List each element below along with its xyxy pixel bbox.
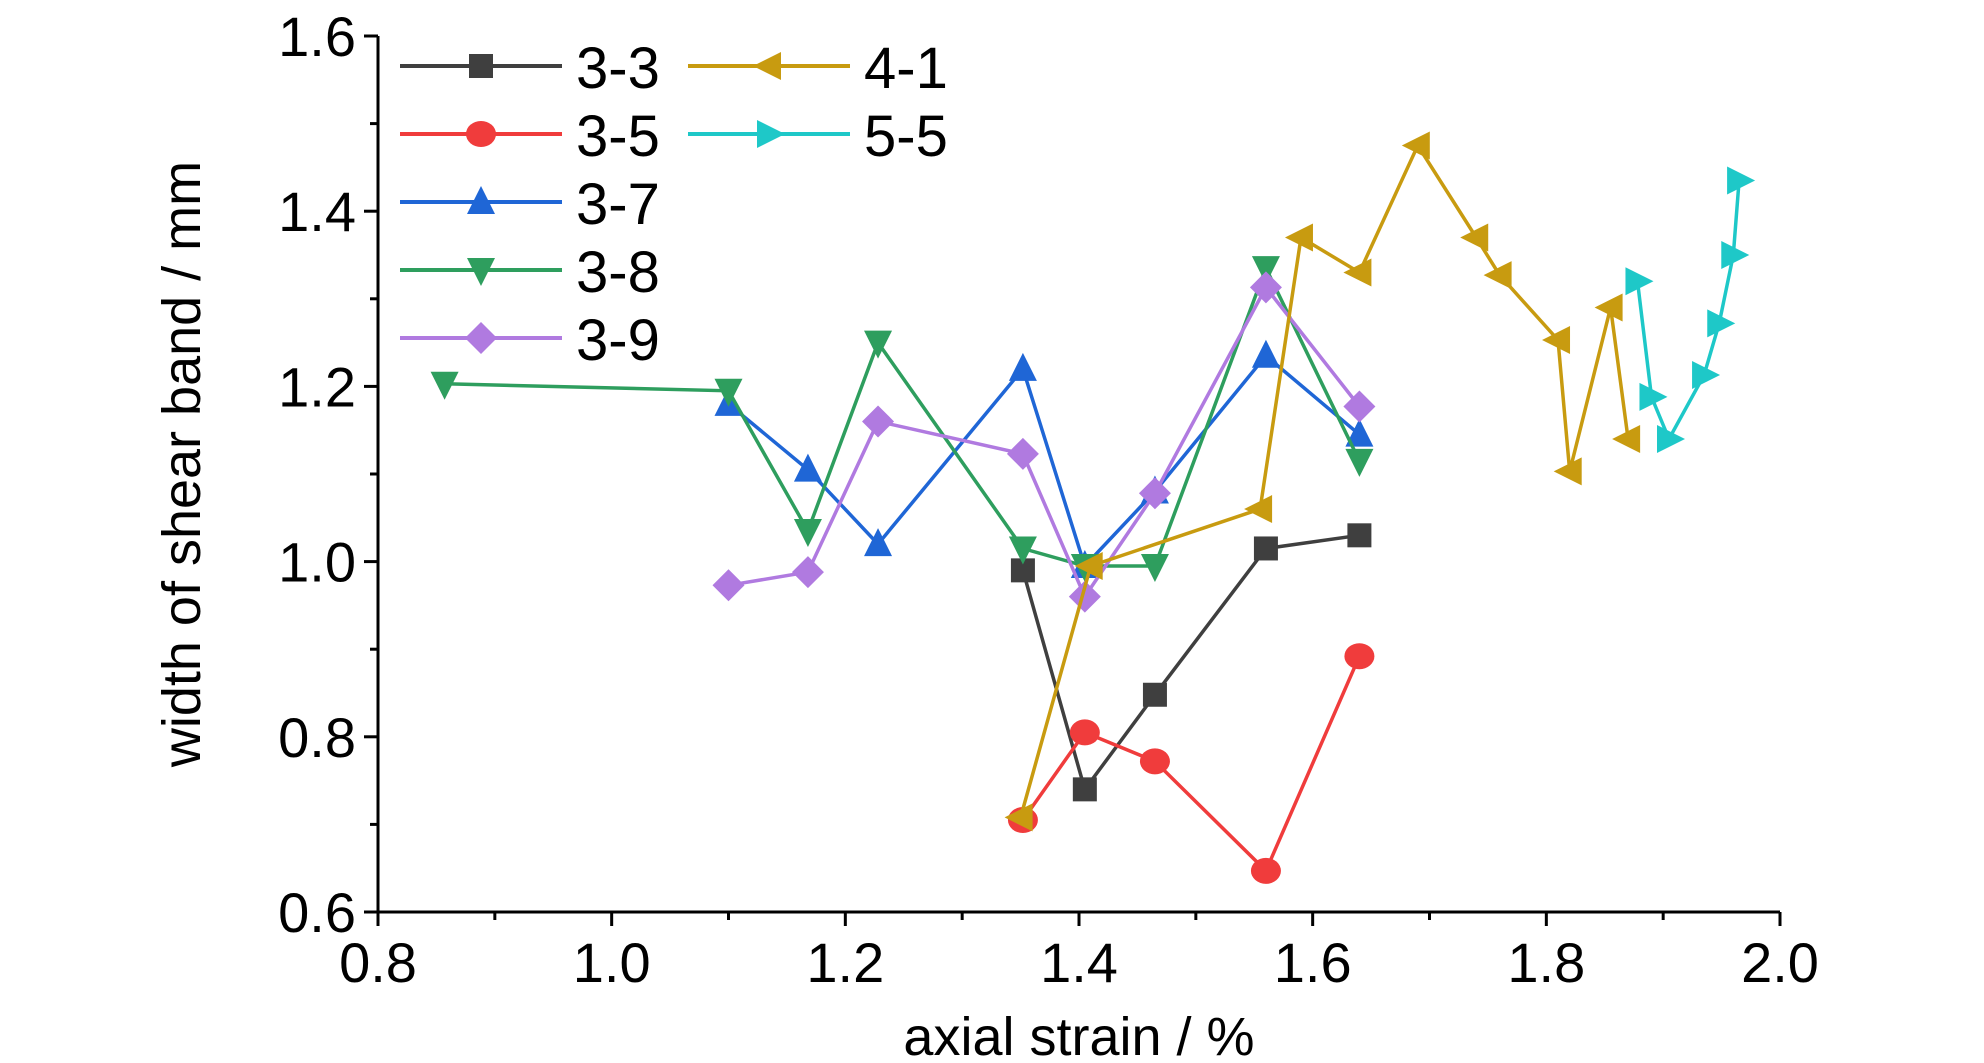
marker-triangle-up [1251, 339, 1280, 368]
marker-triangle-left [1483, 261, 1512, 290]
marker-diamond [1249, 271, 1282, 304]
x-tick-label: 1.8 [1507, 931, 1585, 994]
series-3-8 [430, 256, 1374, 582]
marker-triangle-right [757, 120, 785, 148]
marker-triangle-down [1251, 256, 1280, 285]
marker-triangle-left [1401, 131, 1430, 160]
legend: 3-33-53-73-83-9 4-15-5 [400, 36, 948, 373]
marker-triangle-left [1612, 424, 1641, 453]
marker-triangle-left [1284, 223, 1313, 252]
marker-triangle-right [1692, 361, 1721, 390]
marker-triangle-down [793, 518, 822, 547]
marker-square [469, 54, 493, 78]
x-tick-label: 0.8 [339, 931, 417, 994]
series-3-3 [1010, 523, 1372, 802]
legend-label: 3-5 [576, 104, 660, 169]
marker-triangle-right [1707, 309, 1736, 338]
marker-circle [1139, 748, 1170, 775]
marker-triangle-right [1721, 241, 1750, 269]
marker-triangle-down [864, 330, 893, 359]
marker-triangle-right [1639, 382, 1668, 411]
marker-square [1347, 523, 1372, 548]
y-tick-label: 1.0 [278, 531, 356, 594]
marker-triangle-left [753, 52, 781, 80]
marker-circle [1250, 857, 1281, 884]
y-tick-label: 0.8 [278, 706, 356, 769]
marker-triangle-left [1074, 551, 1103, 580]
series-5-5 [1625, 166, 1756, 453]
marker-triangle-left [1594, 293, 1623, 322]
marker-square [1010, 558, 1035, 583]
marker-triangle-right [1625, 267, 1654, 296]
legend-label: 3-8 [576, 240, 660, 305]
x-tick-label: 1.0 [573, 931, 651, 994]
y-tick-label: 1.2 [278, 355, 356, 418]
legend-item-4-1: 4-1 [688, 36, 948, 101]
series-3-9 [712, 271, 1376, 613]
marker-diamond [1006, 437, 1039, 470]
series-line [727, 353, 1361, 570]
series-3-5 [1007, 643, 1375, 884]
marker-triangle-up [1008, 352, 1037, 381]
legend-label: 3-9 [576, 308, 660, 373]
marker-triangle-right [1727, 166, 1756, 195]
legend-item-5-5: 5-5 [688, 104, 948, 169]
x-tick-label: 1.4 [1040, 931, 1118, 994]
marker-triangle-down [1345, 448, 1374, 477]
marker-diamond [862, 405, 895, 438]
marker-triangle-up [864, 528, 893, 557]
legend-label: 4-1 [864, 36, 948, 101]
marker-triangle-left [1553, 457, 1582, 486]
legend-item-3-7: 3-7 [400, 172, 660, 237]
series-layer [430, 131, 1756, 884]
marker-triangle-up [467, 186, 495, 214]
y-tick-label: 0.6 [278, 881, 356, 944]
legend-label: 5-5 [864, 104, 948, 169]
marker-triangle-up [1345, 418, 1374, 447]
axes: 0.8 1.0 1.2 1.4 1.6 1.8 2.00.60.81.01.21.41.6 [278, 5, 1819, 994]
marker-triangle-down [1140, 553, 1169, 582]
marker-triangle-left [1244, 495, 1273, 524]
x-tick-label: 1.6 [1274, 931, 1352, 994]
x-axis-title: axial strain / % [903, 1007, 1254, 1063]
marker-diamond [712, 569, 745, 602]
x-tick-label: 2.0 [1741, 931, 1819, 994]
legend-item-3-5: 3-5 [400, 104, 660, 169]
legend-item-3-3: 3-3 [400, 36, 660, 101]
y-axis-title: width of shear band / mm [152, 161, 212, 768]
marker-triangle-down [467, 258, 495, 286]
marker-triangle-left [1542, 325, 1571, 354]
marker-triangle-down [714, 378, 743, 407]
marker-triangle-left [1343, 258, 1372, 287]
legend-label: 3-7 [576, 172, 660, 237]
marker-triangle-left [1460, 223, 1489, 252]
marker-diamond [791, 556, 824, 589]
series-line [1018, 141, 1630, 818]
marker-square [1142, 682, 1167, 707]
series-4-1 [1004, 131, 1641, 832]
legend-item-3-9: 3-9 [400, 308, 660, 373]
marker-triangle-right [1657, 424, 1686, 453]
legend-label: 3-3 [576, 36, 660, 101]
marker-square [1072, 777, 1097, 802]
marker-triangle-down [430, 371, 459, 400]
marker-circle [1069, 719, 1100, 746]
marker-circle [466, 121, 496, 147]
marker-triangle-down [1008, 536, 1037, 565]
marker-diamond [465, 322, 497, 354]
marker-diamond [1343, 390, 1376, 423]
marker-diamond [1068, 580, 1101, 613]
marker-triangle-up [793, 453, 822, 482]
marker-circle [1344, 643, 1375, 670]
legend-item-3-8: 3-8 [400, 240, 660, 305]
y-tick-label: 1.6 [278, 5, 356, 68]
marker-square [1253, 536, 1278, 561]
marker-diamond [1138, 477, 1171, 510]
y-tick-label: 1.4 [278, 180, 356, 243]
series-line [728, 284, 1361, 601]
series-line [1021, 655, 1362, 874]
x-tick-label: 1.2 [806, 931, 884, 994]
marker-triangle-left [1004, 803, 1033, 832]
